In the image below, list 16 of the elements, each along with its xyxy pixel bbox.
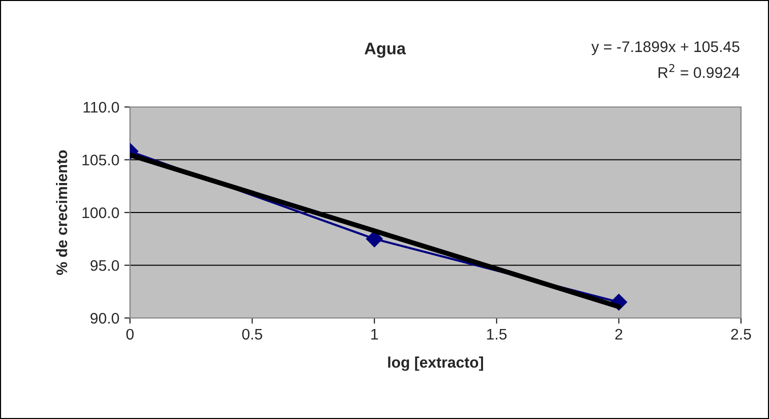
text: y = -7.1899x + 105.45 bbox=[591, 41, 740, 56]
y-tick-label: 110.0 bbox=[84, 102, 119, 113]
x-tick-label: 2.5 bbox=[731, 328, 751, 340]
x-tick-label: 1 bbox=[371, 328, 378, 340]
x-axis-title: log [extracto] bbox=[388, 356, 484, 371]
text: R$^{2}$ = 0.9924 bbox=[658, 64, 740, 78]
y-tick-label: 95.0 bbox=[90, 260, 119, 271]
x-tick-label: 2 bbox=[615, 328, 622, 340]
y-tick-label: 90.0 bbox=[90, 312, 119, 324]
x-tick-label: 1.5 bbox=[487, 328, 507, 340]
x-tick-label: 0.5 bbox=[242, 328, 262, 340]
y-tick-label: 100.0 bbox=[82, 207, 119, 218]
chart-title: Agua bbox=[364, 42, 406, 58]
x-tick-label: 0 bbox=[126, 328, 134, 340]
y-tick-label: 105.0 bbox=[82, 154, 119, 166]
y-axis-title: % de crecimiento bbox=[56, 150, 68, 275]
